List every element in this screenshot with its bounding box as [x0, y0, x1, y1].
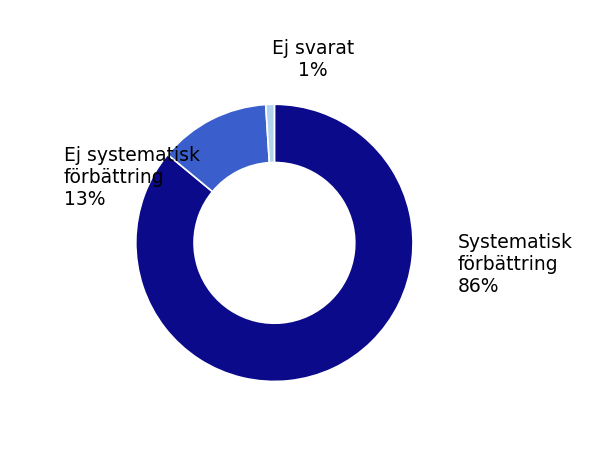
Wedge shape [168, 105, 269, 192]
Wedge shape [266, 105, 275, 163]
Text: Ej svarat
1%: Ej svarat 1% [272, 39, 355, 80]
Wedge shape [136, 105, 413, 381]
Text: Ej systematisk
förbättring
13%: Ej systematisk förbättring 13% [64, 146, 200, 208]
Text: Systematisk
förbättring
86%: Systematisk förbättring 86% [457, 233, 572, 296]
